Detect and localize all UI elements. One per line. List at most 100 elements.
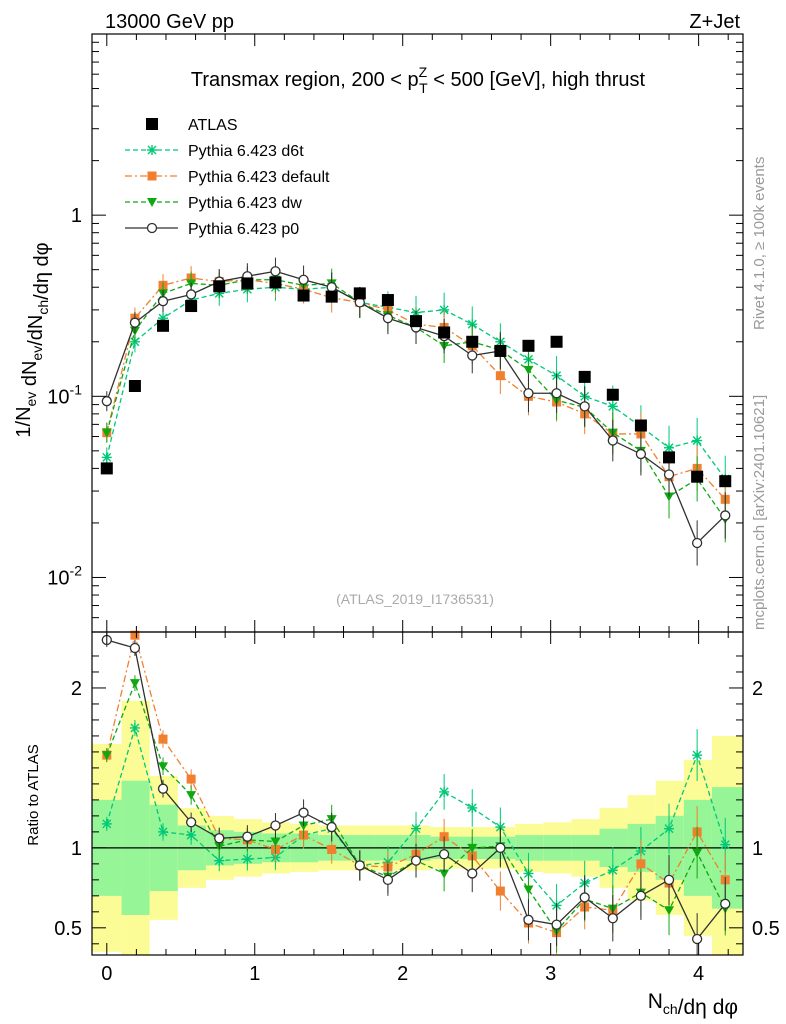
atlas-point bbox=[325, 290, 338, 303]
ratio-point bbox=[439, 786, 450, 797]
atlas-point bbox=[606, 388, 619, 401]
ratio-y-tick-label: 0.5 bbox=[54, 918, 82, 940]
data-point bbox=[551, 388, 562, 399]
ratio-point bbox=[467, 843, 478, 853]
y-axis-label: 1/Nev dNev/dNch/dη dφ bbox=[13, 242, 53, 437]
ratio-point bbox=[607, 865, 618, 876]
data-point bbox=[523, 388, 534, 399]
atlas-point bbox=[269, 276, 282, 289]
data-point bbox=[579, 401, 590, 412]
ratio-point bbox=[692, 750, 703, 761]
ratio-point bbox=[129, 722, 140, 733]
atlas-point bbox=[128, 380, 141, 393]
ratio-y-tick-label: 1 bbox=[71, 838, 82, 860]
ratio-point bbox=[663, 874, 675, 885]
legend-label: Pythia 6.423 dw bbox=[188, 195, 302, 212]
data-point bbox=[157, 296, 169, 307]
plot-frames bbox=[91, 33, 744, 956]
atlas-point bbox=[297, 289, 310, 302]
atlas-point bbox=[494, 344, 507, 357]
data-point bbox=[495, 371, 505, 381]
legend: ATLAS Pythia 6.423 d6t Pythia 6.423 defaul… bbox=[125, 117, 330, 238]
ratio-point bbox=[158, 734, 168, 744]
x-tick-label: 0 bbox=[101, 963, 112, 985]
legend-marker bbox=[147, 171, 157, 181]
atlas-point bbox=[241, 277, 254, 290]
legend-label: ATLAS bbox=[188, 117, 238, 134]
x-tick-label: 2 bbox=[397, 963, 408, 985]
side-version: Rivet 4.1.0, ≥ 100k events bbox=[751, 157, 768, 330]
atlas-point bbox=[438, 326, 451, 339]
y-tick-label: 10-1 bbox=[47, 381, 82, 408]
legend-label: Pythia 6.423 default bbox=[188, 169, 330, 186]
data-point bbox=[185, 289, 197, 300]
ratio-point bbox=[523, 914, 534, 925]
ratio-point bbox=[129, 679, 140, 689]
data-point bbox=[664, 442, 675, 453]
ratio-point bbox=[185, 817, 197, 828]
data-point bbox=[523, 365, 534, 375]
ratio-point bbox=[579, 892, 590, 903]
series-layer bbox=[100, 257, 732, 955]
ratio-point bbox=[270, 837, 281, 847]
ratio-point bbox=[298, 807, 309, 818]
data-point bbox=[129, 317, 141, 328]
legend-marker bbox=[146, 222, 158, 234]
plot-title: Transmax region, 200 < pZ T < 500 [GeV], … bbox=[191, 64, 646, 96]
data-point bbox=[298, 274, 309, 285]
legend-label: Pythia 6.423 p0 bbox=[188, 221, 299, 238]
ratio-point bbox=[157, 783, 169, 794]
ratio-point bbox=[691, 933, 703, 945]
data-point bbox=[607, 401, 618, 412]
chart-texts: 13000 GeV pp Z+Jet Rivet 4.1.0, ≥ 100k e… bbox=[13, 11, 780, 1019]
ratio-point bbox=[495, 842, 506, 854]
ratio-point bbox=[129, 642, 141, 654]
legend-item: Pythia 6.423 default bbox=[125, 169, 330, 186]
data-point bbox=[326, 282, 337, 293]
ratio-point bbox=[214, 855, 225, 866]
atlas-point bbox=[663, 451, 676, 464]
data-point bbox=[607, 435, 618, 446]
ratio-point bbox=[467, 868, 478, 879]
legend-item: Pythia 6.423 d6t bbox=[125, 143, 304, 160]
atlas-point bbox=[719, 475, 732, 488]
series-atlas bbox=[100, 276, 732, 488]
y-tick-label: 10-2 bbox=[47, 562, 82, 589]
data-point bbox=[692, 435, 703, 446]
ratio-point bbox=[242, 831, 253, 842]
ratio-point bbox=[636, 859, 646, 869]
ratio-point bbox=[242, 854, 253, 865]
legend-item: ATLAS bbox=[146, 117, 238, 134]
ratio-point bbox=[692, 848, 703, 858]
legend-marker bbox=[147, 198, 157, 207]
ratio-point bbox=[214, 833, 225, 844]
data-point bbox=[467, 350, 478, 361]
ratio-y-tick-label-right: 2 bbox=[752, 678, 763, 700]
data-point bbox=[720, 510, 731, 521]
atlas-point bbox=[466, 335, 479, 348]
x-axis-label: Nch/dη dφ bbox=[648, 990, 738, 1019]
atlas-point bbox=[157, 319, 170, 332]
ratio-point bbox=[186, 791, 197, 801]
ratio-point bbox=[354, 860, 365, 871]
data-point bbox=[101, 452, 112, 463]
ratio-point bbox=[382, 874, 394, 885]
legend-item: Pythia 6.423 dw bbox=[125, 195, 302, 212]
ratio-frame bbox=[91, 631, 744, 956]
ratio-point bbox=[438, 849, 450, 860]
ratio-point bbox=[664, 823, 675, 834]
ratio-point bbox=[186, 774, 196, 784]
ratio-point bbox=[158, 826, 169, 837]
atlas-point bbox=[578, 370, 591, 383]
ratio-point bbox=[410, 855, 422, 866]
header-right: Z+Jet bbox=[689, 11, 740, 33]
ratio-point bbox=[664, 906, 675, 916]
ratio-point bbox=[158, 762, 169, 772]
ratio-point bbox=[720, 839, 731, 850]
ratio-point bbox=[327, 844, 337, 854]
atlas-point bbox=[691, 470, 704, 483]
atlas-point bbox=[550, 335, 563, 348]
ratio-point bbox=[720, 898, 731, 909]
ratio-point bbox=[635, 890, 647, 901]
atlas-point bbox=[381, 294, 394, 307]
